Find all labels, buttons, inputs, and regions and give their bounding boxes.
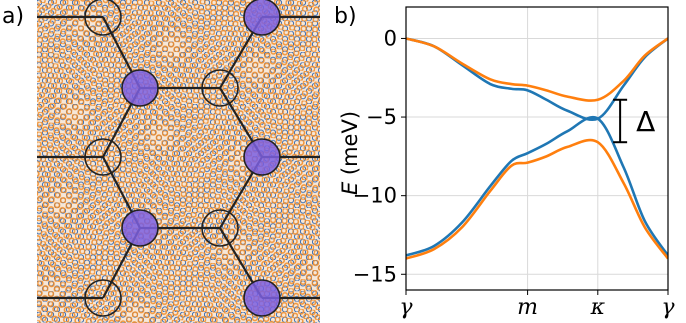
x-tick-label: m [517, 295, 538, 320]
band-line [406, 115, 668, 257]
plot-frame [405, 6, 669, 291]
y-ticks: 0 −5 −10 −15 [353, 26, 406, 286]
open-site-markers [84, 0, 239, 317]
band-line [406, 37, 668, 121]
band-line [406, 37, 668, 102]
y-tick-label: −5 [366, 105, 397, 129]
x-tick-label: γ [399, 295, 413, 320]
band-structure-chart: 0 −5 −10 −15 γ m κ γ E (meV) Δ [338, 6, 675, 320]
y-tick-label: −10 [353, 184, 397, 208]
panel-b-label: b) [334, 4, 357, 29]
gap-annotation: Δ [613, 98, 655, 144]
x-tick-label: κ [590, 295, 606, 320]
band-curves [406, 37, 668, 260]
gap-label: Δ [636, 105, 655, 138]
y-tick-label: −15 [353, 262, 397, 286]
y-axis-label: E (meV) [338, 111, 362, 195]
y-tick-label: 0 [384, 26, 397, 50]
panel-a-label: a) [2, 4, 24, 29]
x-tick-label: γ [661, 295, 675, 320]
filled-site-markers [121, 0, 281, 317]
band-line [406, 138, 668, 260]
moire-lattice-panel [37, 0, 320, 323]
